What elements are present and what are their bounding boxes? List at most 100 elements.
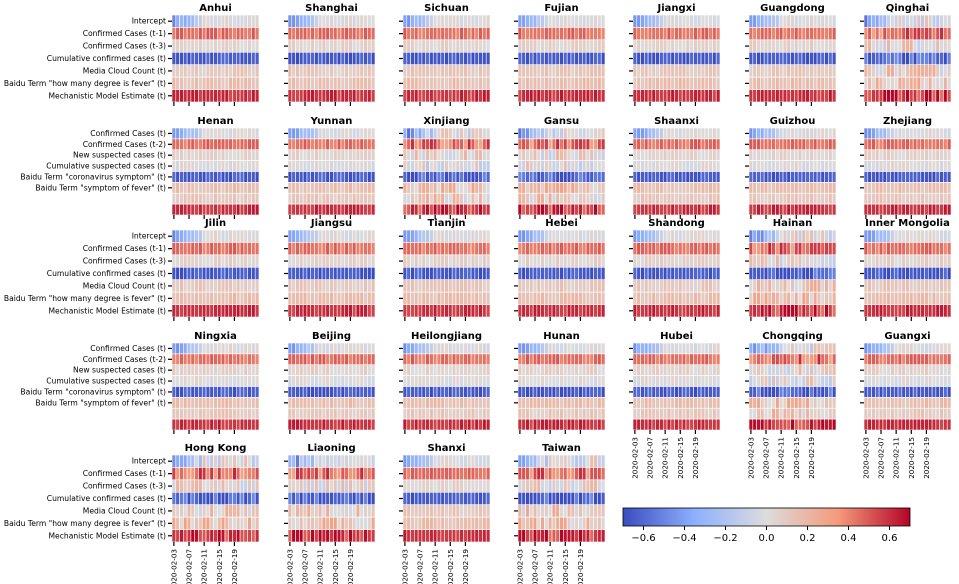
heatmap-cell [317, 182, 323, 194]
heatmap-cell [809, 51, 814, 66]
heatmap-cell [824, 353, 829, 366]
heatmap-cell [644, 27, 649, 41]
heatmap-cell [306, 353, 311, 366]
heatmap-cell [678, 160, 683, 172]
heatmap-cell [451, 182, 457, 194]
heatmap-cell [651, 364, 656, 376]
heatmap-cell [429, 27, 434, 41]
heatmap-cell [775, 242, 780, 256]
heatmap-cell [436, 27, 442, 41]
heatmap-cell [831, 266, 837, 281]
heatmap-cell [812, 203, 818, 216]
heatmap-cell [232, 51, 237, 66]
heatmap-cell [521, 138, 526, 151]
heatmap-cell [659, 138, 664, 151]
heatmap-cell [295, 229, 300, 243]
heatmap-cell [540, 364, 545, 376]
heatmap-cell [760, 291, 765, 305]
heatmap-cell [171, 397, 177, 409]
heatmap-cell [563, 386, 568, 398]
heatmap-cell [715, 353, 721, 366]
heatmap-cell [351, 291, 357, 305]
heatmap-cell [805, 149, 810, 161]
heatmap-cell [748, 149, 754, 161]
heatmap-cell [348, 397, 353, 409]
heatmap-cell [570, 14, 576, 28]
heatmap-cell [927, 27, 933, 41]
heatmap-cell [786, 304, 791, 318]
heatmap-cell [775, 138, 780, 151]
heatmap-cell [916, 138, 922, 151]
heatmap-cell [482, 182, 487, 194]
heatmap-cell [801, 375, 807, 387]
heatmap-cell [291, 76, 296, 90]
heatmap-cell [302, 89, 308, 103]
heatmap-cell [451, 138, 457, 151]
heatmap-cell [367, 291, 372, 305]
heatmap-cell [451, 192, 457, 205]
heatmap-cell [578, 64, 583, 78]
heatmap-cell [459, 51, 464, 66]
heatmap-cell [581, 51, 587, 66]
heatmap-cell [794, 39, 799, 53]
heatmap-cell [946, 39, 952, 53]
heatmap-cell [359, 342, 364, 355]
heatmap-cell [451, 342, 457, 355]
heatmap-cell [295, 39, 300, 53]
heatmap-cell [448, 127, 453, 140]
heatmap-cell [183, 89, 188, 103]
heatmap-cell [824, 76, 829, 90]
heatmap-cell [466, 353, 472, 366]
heatmap-cell [201, 171, 207, 183]
heatmap-cell [302, 418, 308, 431]
heatmap-cell [544, 364, 549, 376]
heatmap-cell [287, 279, 293, 293]
heatmap-cell [194, 171, 199, 183]
heatmap-cell [593, 353, 598, 366]
heatmap-cell [228, 160, 233, 172]
heatmap-cell [816, 304, 822, 318]
heatmap-cell [689, 192, 694, 205]
panel-title: Shaanxi [654, 116, 699, 127]
heatmap-cell [359, 160, 364, 172]
heatmap-cell [205, 192, 211, 205]
heatmap-cell [551, 254, 557, 268]
heatmap-cell [321, 51, 327, 66]
heatmap-cell [482, 242, 487, 256]
heatmap-cell [597, 127, 602, 140]
heatmap-cell [310, 386, 315, 398]
heatmap-cell [647, 27, 653, 41]
heatmap-cell [636, 76, 641, 90]
heatmap-cell [544, 407, 549, 420]
heatmap-cell [585, 149, 591, 161]
heatmap-cell [659, 182, 664, 194]
heatmap-cell [310, 14, 315, 28]
heatmap-cell [935, 64, 940, 78]
heatmap-cell [763, 76, 769, 90]
heatmap-cell [429, 375, 434, 387]
heatmap-cell [878, 51, 884, 66]
heatmap-cell [470, 397, 476, 409]
heatmap-cell [321, 89, 327, 103]
heatmap-cell [344, 64, 349, 78]
heatmap-cell [946, 14, 952, 28]
heatmap-cell [820, 51, 825, 66]
heatmap-cell [239, 407, 245, 420]
heatmap-cell [198, 304, 203, 318]
heatmap-cell [831, 397, 837, 409]
heatmap-cell [574, 192, 579, 205]
heatmap-cell [370, 149, 376, 161]
heatmap-cell [517, 89, 523, 103]
heatmap-cell [700, 242, 706, 256]
heatmap-cell [291, 192, 296, 205]
heatmap-cell [756, 364, 761, 376]
heatmap-cell [566, 386, 572, 398]
heatmap-cell [306, 342, 311, 355]
heatmap-cell [239, 89, 245, 103]
heatmap-cell [632, 149, 638, 161]
heatmap-cell [429, 266, 434, 281]
heatmap-cell [198, 192, 203, 205]
heatmap-cell [670, 254, 675, 268]
heatmap-cell [351, 149, 357, 161]
